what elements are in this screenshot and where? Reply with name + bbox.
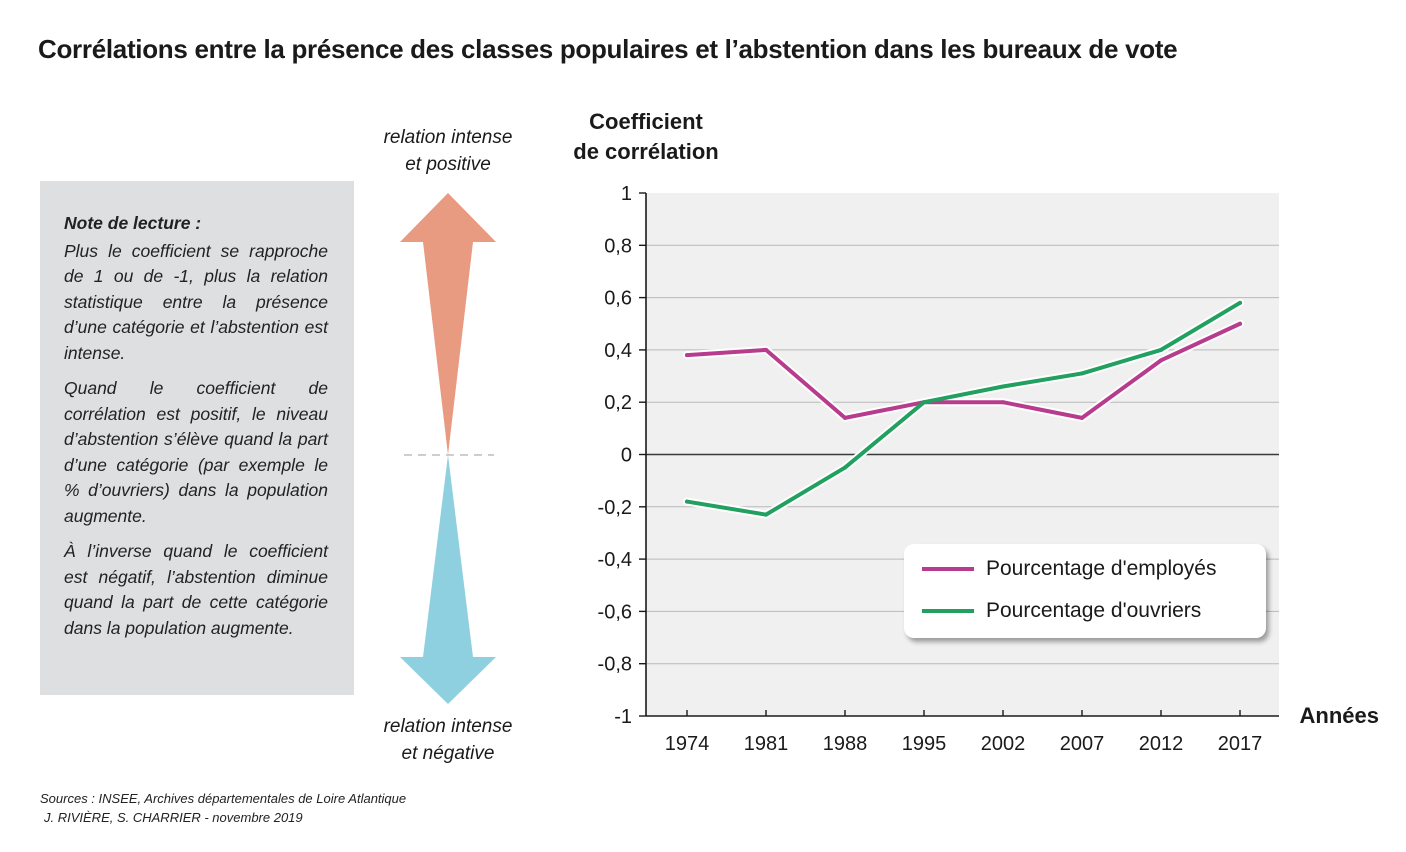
y-tick-label: 1	[621, 183, 632, 205]
x-tick-label: 1995	[902, 733, 947, 755]
x-tick-label: 2012	[1139, 733, 1184, 755]
x-tick-label: 2002	[981, 733, 1026, 755]
relation-arrows	[400, 193, 496, 704]
x-tick-label: 2017	[1218, 733, 1263, 755]
negative-relation-label: relation intense et négative	[352, 713, 544, 767]
legend-label-employes: Pourcentage d'employés	[986, 557, 1217, 580]
data-point-ouvriers	[1080, 371, 1084, 376]
data-point-employes	[764, 347, 768, 352]
x-tick-label: 1988	[823, 733, 868, 755]
sources-credit: Sources : INSEE, Archives départementale…	[40, 789, 406, 827]
negative-relation-label-line: relation intense	[383, 716, 513, 737]
y-tick-label: -0,2	[598, 497, 632, 519]
y-tick-label: -0,4	[598, 549, 632, 571]
data-point-ouvriers	[1001, 384, 1005, 389]
data-point-employes	[1080, 415, 1084, 420]
reading-note-paragraph: Quand le coefficient de corrélation est …	[64, 378, 328, 526]
data-point-employes	[1238, 321, 1242, 326]
sources-line: Sources : INSEE, Archives départementale…	[40, 791, 407, 806]
data-point-ouvriers	[843, 465, 847, 470]
data-point-employes	[1159, 358, 1163, 363]
data-point-ouvriers	[764, 512, 768, 517]
series-line-employes	[685, 321, 1242, 420]
arrow-down-icon	[400, 455, 496, 704]
y-tick-label: 0,4	[604, 340, 632, 362]
data-point-ouvriers	[685, 499, 689, 504]
positive-relation-label-line: et positive	[405, 154, 491, 175]
x-tick-label: 2007	[1060, 733, 1105, 755]
y-tick-label: 0,6	[604, 288, 632, 310]
x-axis-label: Années	[1300, 703, 1379, 728]
y-axis-label: de corrélation	[573, 139, 718, 164]
y-tick-label: -1	[614, 706, 632, 728]
legend-label-ouvriers: Pourcentage d'ouvriers	[986, 599, 1202, 622]
positive-relation-label-line: relation intense	[383, 127, 513, 148]
reading-note: Note de lecture : Plus le coefficient se…	[40, 181, 354, 695]
data-point-employes	[843, 415, 847, 420]
author-line: J. RIVIÈRE, S. CHARRIER - novembre 2019	[44, 810, 303, 825]
page-title: Corrélations entre la présence des class…	[38, 34, 1178, 64]
negative-relation-label-line: et négative	[401, 743, 495, 764]
chart-legend: Pourcentage d'employés Pourcentage d'ouv…	[904, 544, 1266, 638]
data-point-employes	[1001, 400, 1005, 405]
legend-item-employes: Pourcentage d'employés	[922, 557, 1217, 581]
y-tick-label: 0,2	[604, 392, 632, 414]
legend-swatch-ouvriers	[922, 609, 974, 613]
legend-swatch-employes	[922, 567, 974, 571]
x-tick-label: 1974	[665, 733, 710, 755]
y-tick-label: -0,8	[598, 654, 632, 676]
y-tick-label: -0,6	[598, 601, 632, 623]
series-line-ouvriers	[685, 300, 1242, 517]
y-tick-label: 0,8	[604, 235, 632, 257]
data-point-ouvriers	[922, 400, 926, 405]
reading-note-title: Note de lecture :	[64, 213, 202, 233]
arrow-up-icon	[400, 193, 496, 455]
y-axis-label: Coefficient	[589, 109, 703, 134]
legend-item-ouvriers: Pourcentage d'ouvriers	[922, 599, 1201, 623]
data-point-employes	[685, 353, 689, 358]
data-point-ouvriers	[1238, 300, 1242, 305]
x-tick-label: 1981	[744, 733, 789, 755]
positive-relation-label: relation intense et positive	[352, 124, 544, 178]
data-point-ouvriers	[1159, 347, 1163, 352]
y-tick-label: 0	[621, 445, 632, 467]
reading-note-paragraph: À l’inverse quand le coefficient est nég…	[64, 541, 328, 638]
reading-note-paragraph: Plus le coefficient se rapproche de 1 ou…	[64, 240, 328, 363]
